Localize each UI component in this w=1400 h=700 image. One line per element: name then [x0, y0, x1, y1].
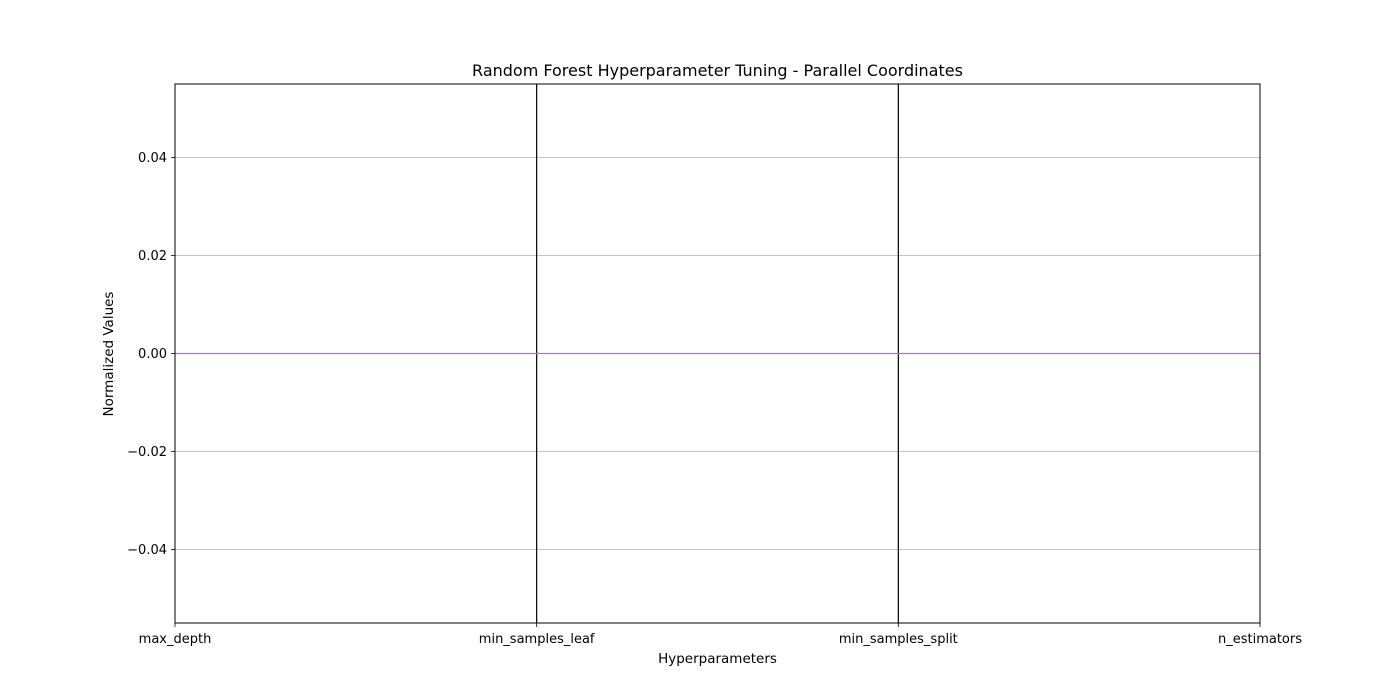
x-axis-label: Hyperparameters — [658, 651, 777, 667]
y-tick-label: −0.02 — [127, 445, 167, 460]
x-tick-label-n-estimators: n_estimators — [1218, 632, 1302, 647]
x-tick-label-max-depth: max_depth — [139, 632, 212, 647]
y-tick-label: −0.04 — [127, 543, 167, 558]
y-tick-label: 0.04 — [138, 151, 167, 166]
ticks-layer: 0.04 0.02 0.00 −0.02 −0.04 max_depth min_sampl… — [127, 151, 1302, 647]
y-axis-label: Normalized Values — [101, 292, 117, 417]
y-tick-label: 0.02 — [138, 249, 167, 264]
chart-title: Random Forest Hyperparameter Tuning - Pa… — [472, 61, 963, 80]
x-tick-label-min-samples-leaf: min_samples_leaf — [479, 632, 595, 647]
y-tick-label: 0.00 — [138, 347, 167, 362]
x-tick-label-min-samples-split: min_samples_split — [839, 632, 958, 647]
